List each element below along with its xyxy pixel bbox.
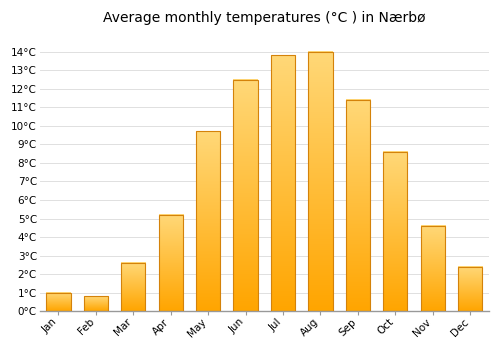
- Title: Average monthly temperatures (°C ) in Nærbø: Average monthly temperatures (°C ) in Næ…: [103, 11, 426, 25]
